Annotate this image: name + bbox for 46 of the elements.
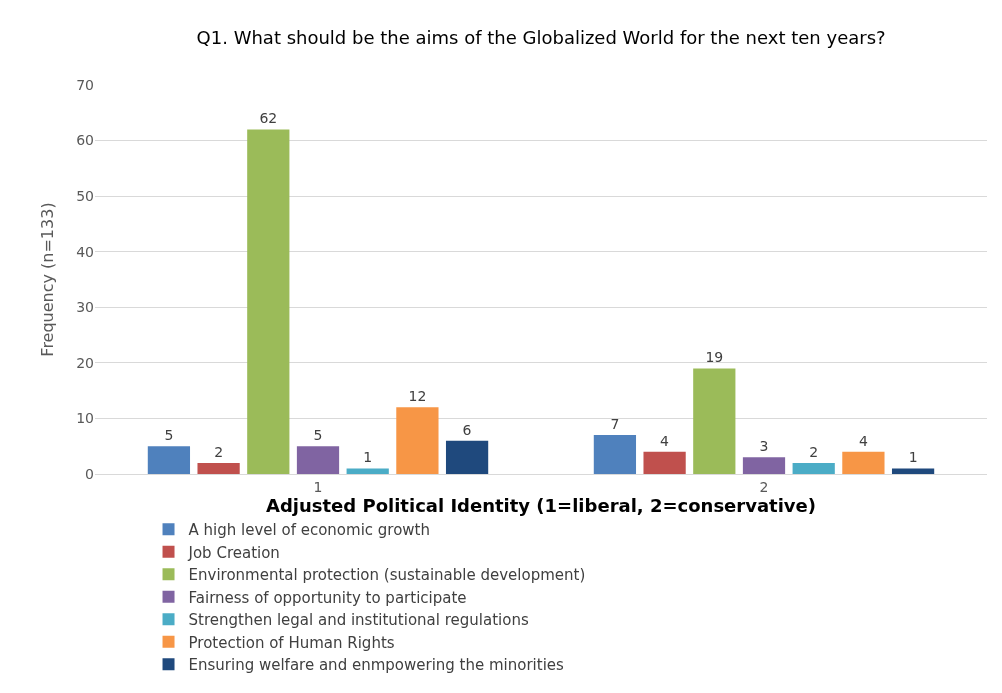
bar	[296, 446, 340, 474]
bar	[445, 440, 489, 474]
data-label: 6	[462, 421, 472, 438]
bar	[593, 435, 637, 474]
y-axis-title: Frequency (n=133)	[38, 202, 57, 357]
bar	[396, 407, 439, 474]
data-label: 2	[214, 443, 224, 460]
x-axis-title: Adjusted Political Identity (1=liberal, 2=conservative)	[265, 494, 817, 516]
data-label: 5	[313, 427, 323, 444]
legend-label: Strengthen legal and institutional regulations	[188, 611, 529, 629]
data-label: 4	[660, 432, 670, 449]
data-label: 7	[610, 416, 620, 433]
data-label: 1	[363, 449, 373, 466]
bar	[842, 451, 885, 474]
data-label: 62	[259, 110, 278, 127]
bar	[742, 457, 786, 474]
bar	[693, 368, 736, 474]
legend-label: Fairness of opportunity to participate	[188, 588, 467, 607]
y-tick-label: 60	[76, 132, 94, 149]
data-label: 1	[908, 449, 918, 466]
legend-label: Ensuring welfare and enmpowering the minorities	[188, 656, 565, 674]
y-tick-label: 50	[76, 188, 94, 205]
legend-label: Environmental protection (sustainable development)	[188, 566, 586, 584]
bar	[147, 446, 191, 474]
data-label: 19	[705, 349, 724, 366]
bar	[792, 462, 835, 474]
data-label: 5	[164, 427, 174, 444]
y-tick-label: 20	[76, 354, 94, 371]
y-tick-label: 30	[76, 299, 94, 316]
bar	[346, 468, 389, 474]
legend-label: A high level of economic growth	[188, 521, 431, 539]
y-tick-label: 40	[76, 243, 94, 260]
legend-label: Protection of Human Rights	[188, 633, 395, 652]
chart-title: Q1. What should be the aims of the Globalized World for the next ten years?	[196, 26, 886, 48]
data-label: 4	[858, 432, 868, 449]
bar	[891, 468, 935, 474]
bar	[197, 462, 240, 474]
bar	[643, 451, 686, 474]
y-tick-label: 10	[76, 410, 94, 427]
data-label: 12	[408, 388, 427, 405]
data-label: 2	[809, 443, 819, 460]
y-tick-label: 0	[85, 465, 94, 482]
legend-label: Job Creation	[187, 543, 280, 562]
data-label: 3	[759, 438, 769, 455]
bar	[247, 129, 290, 474]
y-tick-label: 70	[76, 76, 94, 93]
